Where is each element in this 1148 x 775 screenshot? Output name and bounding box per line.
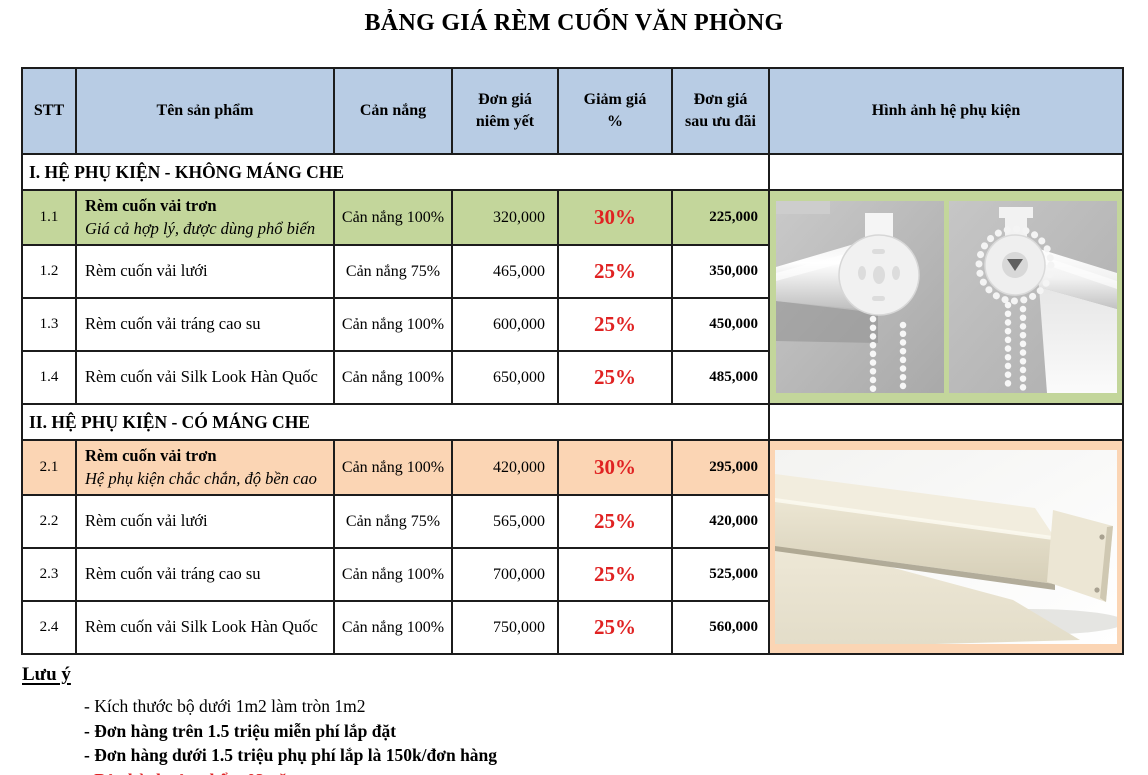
section-2-photo-spacer: [768, 403, 1124, 441]
final-price-cell: 420,000: [671, 494, 770, 549]
list-price-cell: 565,000: [451, 494, 559, 549]
stt-cell: 1.3: [21, 297, 77, 352]
discount-cell: 30%: [557, 439, 673, 496]
stt-cell: 1.4: [21, 350, 77, 405]
list-price-cell: 650,000: [451, 350, 559, 405]
section-heading-1: I. HỆ PHỤ KIỆN - KHÔNG MÁNG CHE: [21, 153, 770, 191]
sun-block-cell: Cản nắng 100%: [333, 547, 453, 602]
product-name-cell: Rèm cuốn vải Silk Look Hàn Quốc: [75, 600, 335, 655]
product-name: Rèm cuốn vải trơn: [85, 196, 217, 216]
final-price-cell: 225,000: [671, 189, 770, 246]
sun-block-cell: Cản nắng 100%: [333, 189, 453, 246]
discount-cell: 25%: [557, 547, 673, 602]
list-price-cell: 465,000: [451, 244, 559, 299]
discount-cell: 25%: [557, 494, 673, 549]
stt-cell: 2.1: [21, 439, 77, 496]
product-row-1-1: 1.1 Rèm cuốn vải trơn Giá cả hợp lý, đượ…: [21, 189, 1124, 405]
price-table: STT Tên sản phẩm Cản nắng Đơn giá niêm y…: [21, 67, 1124, 655]
product-name-cell: Rèm cuốn vải lưới: [75, 244, 335, 299]
product-name: Rèm cuốn vải Silk Look Hàn Quốc: [85, 367, 318, 387]
list-price-cell: 700,000: [451, 547, 559, 602]
discount-cell: 30%: [557, 189, 673, 246]
section-1-photo-spacer: [768, 153, 1124, 191]
stt-cell: 2.3: [21, 547, 77, 602]
section-2-photo-cell: [768, 439, 1124, 655]
discount-cell: 25%: [557, 297, 673, 352]
product-row-2-2: 2.2 Rèm cuốn vải lưới Cản nắng 75% 565,0…: [21, 494, 1123, 549]
page-title: BẢNG GIÁ RÈM CUỐN VĂN PHÒNG: [364, 10, 784, 36]
discount-cell: 25%: [557, 244, 673, 299]
final-price-cell: 350,000: [671, 244, 770, 299]
product-name-cell: Rèm cuốn vải trơn Hệ phụ kiện chắc chắn,…: [75, 439, 335, 496]
note-item: - Đơn hàng dưới 1.5 triệu phụ phí lắp là…: [84, 745, 498, 765]
discount-cell: 25%: [557, 350, 673, 405]
col-header-product: Tên sản phẩm: [75, 67, 335, 155]
roller-clutch-photo-left: [775, 201, 944, 393]
product-name: Rèm cuốn vải Silk Look Hàn Quốc: [85, 617, 318, 637]
col-header-final-price: Đơn giá sau ưu đãi: [671, 67, 770, 155]
note-item-warranty: - Bảo hành sản phẩm 02 năm: [84, 768, 1148, 775]
list-price-cell: 750,000: [451, 600, 559, 655]
accessory-photo-no-cassette: [774, 201, 1118, 393]
product-name: Rèm cuốn vải trơn: [85, 446, 217, 466]
roller-clutch-photo-right: [948, 201, 1117, 393]
product-subtitle: Giá cả hợp lý, được dùng phổ biến: [85, 218, 316, 238]
sun-block-cell: Cản nắng 75%: [333, 244, 453, 299]
note-list: - Kích thước bộ dưới 1m2 làm tròn 1m2 - …: [84, 694, 1148, 775]
col-header-discount: Giảm giá %: [557, 67, 673, 155]
product-name: Rèm cuốn vải tráng cao su: [85, 314, 261, 334]
sun-block-cell: Cản nắng 100%: [333, 600, 453, 655]
product-name-cell: Rèm cuốn vải Silk Look Hàn Quốc: [75, 350, 335, 405]
final-price-cell: 450,000: [671, 297, 770, 352]
product-name: Rèm cuốn vải lưới: [85, 511, 208, 531]
product-name-cell: Rèm cuốn vải tráng cao su: [75, 297, 335, 352]
price-sheet-page: { "page_title": "BẢNG GIÁ RÈM CUỐN VĂN P…: [0, 10, 1148, 775]
section-1-photo-cell: [768, 189, 1124, 405]
product-name-cell: Rèm cuốn vải tráng cao su: [75, 547, 335, 602]
product-row-1-3: 1.3 Rèm cuốn vải tráng cao su Cản nắng 1…: [21, 297, 1123, 352]
stt-cell: 1.2: [21, 244, 77, 299]
product-name-cell: Rèm cuốn vải trơn Giá cả hợp lý, được dù…: [75, 189, 335, 246]
list-price-cell: 600,000: [451, 297, 559, 352]
header-row: STT Tên sản phẩm Cản nắng Đơn giá niêm y…: [21, 67, 1124, 155]
product-subtitle: Hệ phụ kiện chắc chắn, độ bền cao: [85, 468, 317, 488]
notes-section: Lưu ý - Kích thước bộ dưới 1m2 làm tròn …: [22, 664, 1148, 775]
product-name: Rèm cuốn vải tráng cao su: [85, 564, 261, 584]
sun-block-cell: Cản nắng 100%: [333, 350, 453, 405]
section-heading-2: II. HỆ PHỤ KIỆN - CÓ MÁNG CHE: [21, 403, 770, 441]
accessory-photo-with-cassette: [775, 450, 1117, 644]
stt-cell: 2.2: [21, 494, 77, 549]
final-price-cell: 295,000: [671, 439, 770, 496]
stt-cell: 2.4: [21, 600, 77, 655]
note-item: - Kích thước bộ dưới 1m2 làm tròn 1m2: [84, 696, 366, 716]
product-row-2-3: 2.3 Rèm cuốn vải tráng cao su Cản nắng 1…: [21, 547, 1123, 602]
section-heading-row-1: I. HỆ PHỤ KIỆN - KHÔNG MÁNG CHE: [21, 153, 1124, 191]
sun-block-cell: Cản nắng 100%: [333, 439, 453, 496]
product-row-2-4: 2.4 Rèm cuốn vải Silk Look Hàn Quốc Cản …: [21, 600, 1123, 655]
product-name: Rèm cuốn vải lưới: [85, 261, 208, 281]
stt-cell: 1.1: [21, 189, 77, 246]
note-item: - Đơn hàng trên 1.5 triệu miễn phí lắp đ…: [84, 720, 397, 741]
discount-cell: 25%: [557, 600, 673, 655]
col-header-stt: STT: [21, 67, 77, 155]
list-price-cell: 320,000: [451, 189, 559, 246]
final-price-cell: 485,000: [671, 350, 770, 405]
product-row-2-1: 2.1 Rèm cuốn vải trơn Hệ phụ kiện chắc c…: [21, 439, 1124, 655]
col-header-photo: Hình ảnh hệ phụ kiện: [768, 67, 1124, 155]
sun-block-cell: Cản nắng 100%: [333, 297, 453, 352]
final-price-cell: 525,000: [671, 547, 770, 602]
section-heading-row-2: II. HỆ PHỤ KIỆN - CÓ MÁNG CHE: [21, 403, 1124, 441]
product-row-1-2: 1.2 Rèm cuốn vải lưới Cản nắng 75% 465,0…: [21, 244, 1123, 299]
list-price-cell: 420,000: [451, 439, 559, 496]
col-header-sun-block: Cản nắng: [333, 67, 453, 155]
final-price-cell: 560,000: [671, 600, 770, 655]
col-header-list-price: Đơn giá niêm yết: [451, 67, 559, 155]
product-row-1-4: 1.4 Rèm cuốn vải Silk Look Hàn Quốc Cản …: [21, 350, 1123, 405]
notes-heading: Lưu ý: [22, 664, 71, 685]
product-name-cell: Rèm cuốn vải lưới: [75, 494, 335, 549]
sun-block-cell: Cản nắng 75%: [333, 494, 453, 549]
